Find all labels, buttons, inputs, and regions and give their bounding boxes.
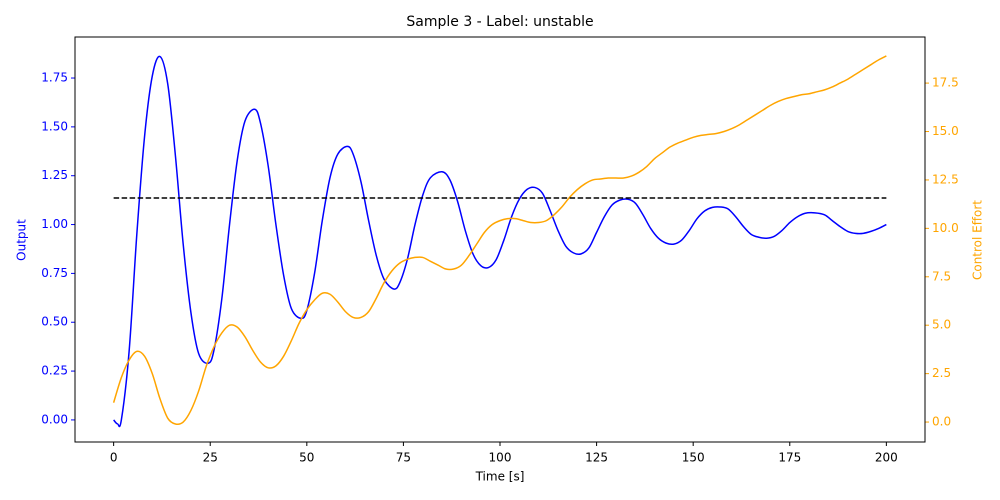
y2-tick-label: 15.0: [932, 124, 959, 138]
y2-tick-label: 2.5: [932, 366, 951, 380]
y-axis-label: Output: [15, 219, 29, 261]
y2-tick-label: 12.5: [932, 172, 959, 186]
y-tick-label: 0.00: [41, 412, 68, 426]
y2-tick-label: 10.0: [932, 221, 959, 235]
x-tick-label: 125: [585, 451, 608, 465]
plot-frame: [74, 36, 926, 443]
y-tick-label: 1.25: [41, 168, 68, 182]
y2-tick-label: 17.5: [932, 76, 959, 90]
x-tick-label: 0: [110, 451, 118, 465]
line: [112, 55, 887, 426]
x-tick-label: 200: [875, 451, 898, 465]
y2-axis-label: Control Effort: [971, 200, 985, 280]
y-tick-label: 1.75: [41, 71, 68, 85]
y-tick-label: 1.50: [41, 119, 68, 133]
y2-tick-label: 0.0: [932, 415, 951, 429]
y2-tick-label: 7.5: [932, 269, 951, 283]
line: [113, 55, 887, 428]
x-tick-label: 150: [682, 451, 705, 465]
y-tick-label: 0.50: [41, 315, 68, 329]
x-tick-label: 75: [396, 451, 411, 465]
x-tick-label: 25: [203, 451, 218, 465]
chart-title: Sample 3 - Label: unstable: [406, 14, 593, 30]
y-tick-label: 1.00: [41, 217, 68, 231]
y2-tick-label: 5.0: [932, 318, 951, 332]
y-tick-label: 0.25: [41, 364, 68, 378]
x-tick-label: 50: [299, 451, 314, 465]
y-tick-label: 0.75: [41, 266, 68, 280]
x-tick-label: 175: [778, 451, 801, 465]
x-tick-label: 100: [489, 451, 512, 465]
x-axis-label: Time [s]: [475, 470, 525, 484]
